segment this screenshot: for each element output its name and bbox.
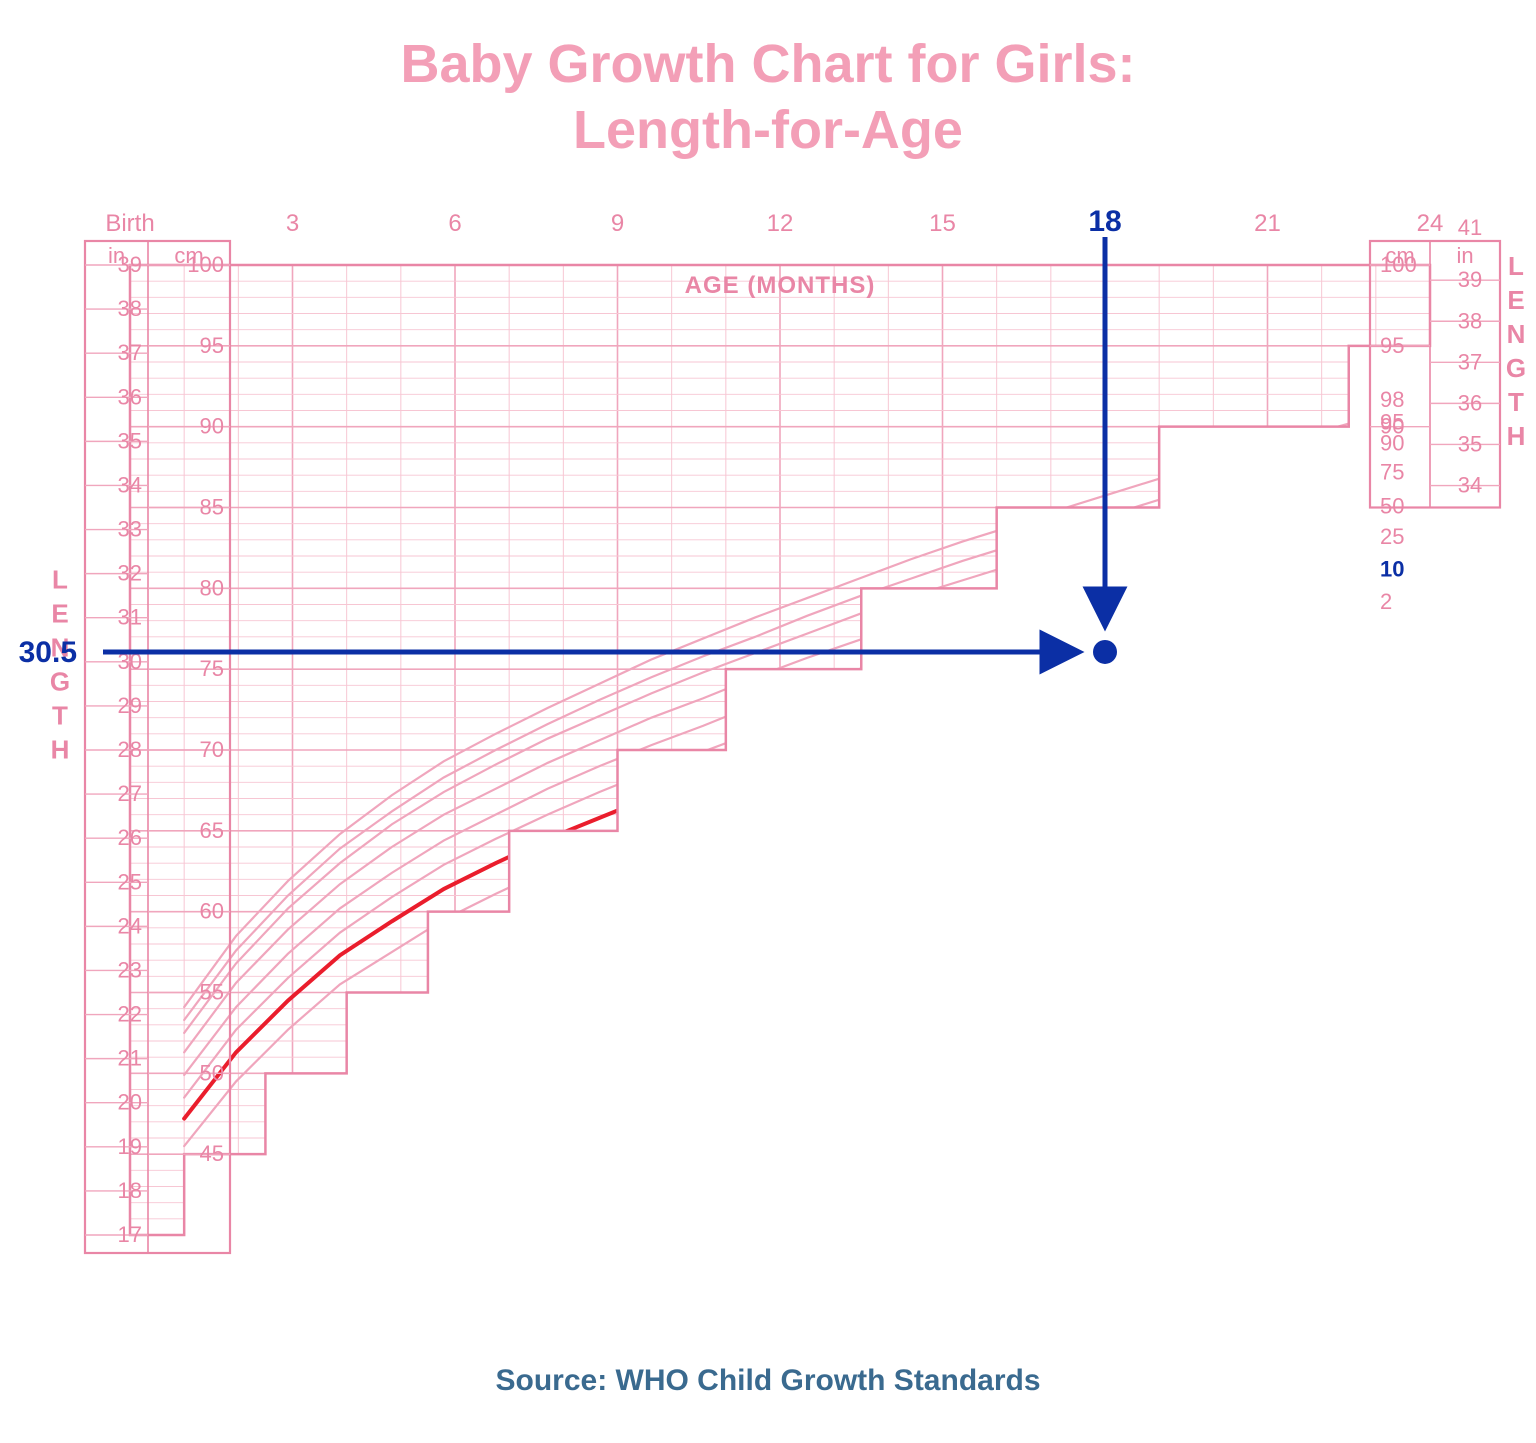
in-tick-left-35: 35 (118, 428, 142, 453)
cm-tick-left-85: 85 (200, 495, 224, 520)
in-tick-left-37: 37 (118, 340, 142, 365)
in-tick-right-41: 41 (1458, 215, 1482, 240)
percentile-90 (184, 444, 1430, 1032)
in-tick-left-32: 32 (118, 561, 142, 586)
in-tick-left-20: 20 (118, 1090, 142, 1115)
cm-tick-left-100: 100 (187, 252, 224, 277)
age-tick-24: 24 (1417, 210, 1444, 237)
cm-tick-left-50: 50 (200, 1060, 224, 1085)
in-tick-left-27: 27 (118, 781, 142, 806)
percentile-label-98: 98 (1380, 387, 1404, 412)
side-label-right-5: H (1507, 421, 1526, 451)
in-tick-left-39: 39 (118, 252, 142, 277)
percentile-50 (184, 508, 1430, 1075)
in-tick-left-28: 28 (118, 737, 142, 762)
percentile-label-2: 2 (1380, 589, 1392, 614)
percentile-label-75: 75 (1380, 460, 1404, 485)
chart-title-line1: Baby Growth Chart for Girls: (400, 34, 1135, 94)
in-tick-left-21: 21 (118, 1046, 142, 1071)
cm-tick-left-95: 95 (200, 333, 224, 358)
in-tick-right-34: 34 (1458, 473, 1482, 498)
side-label-left-5: H (51, 734, 70, 764)
in-tick-left-18: 18 (118, 1178, 142, 1203)
cm-tick-left-55: 55 (200, 980, 224, 1005)
cm-tick-left-45: 45 (200, 1141, 224, 1166)
axis-title-age: AGE (MONTHS) (685, 272, 876, 299)
age-tick-9: 9 (611, 210, 624, 237)
in-tick-right-36: 36 (1458, 390, 1482, 415)
side-label-right-3: G (1506, 353, 1526, 383)
percentile-2 (184, 603, 1430, 1146)
in-tick-right-37: 37 (1458, 349, 1482, 374)
grid (130, 265, 1430, 1235)
age-tick-Birth: Birth (105, 210, 154, 237)
growth-chart-wrap: Baby Growth Chart for Girls:Length-for-A… (0, 0, 1536, 1443)
cm-tick-left-80: 80 (200, 575, 224, 600)
percentile-95 (184, 423, 1430, 1020)
in-tick-left-23: 23 (118, 957, 142, 982)
in-tick-left-26: 26 (118, 825, 142, 850)
in-tick-right-35: 35 (1458, 431, 1482, 456)
growth-chart-svg: Baby Growth Chart for Girls:Length-for-A… (0, 0, 1536, 1443)
side-label-left-1: E (51, 598, 68, 628)
age-tick-15: 15 (929, 210, 956, 237)
age-tick-12: 12 (767, 210, 794, 237)
age-tick-3: 3 (286, 210, 299, 237)
side-label-left-0: L (52, 564, 68, 594)
side-label-left-4: T (52, 700, 68, 730)
cm-tick-right-100: 100 (1380, 252, 1417, 277)
side-label-right-0: L (1508, 251, 1524, 281)
age-tick-6: 6 (448, 210, 461, 237)
percentile-label-25: 25 (1380, 524, 1404, 549)
highlight-length-label: 30.5 (19, 636, 77, 669)
side-label-right-4: T (1508, 387, 1524, 417)
highlight-point (1093, 640, 1117, 664)
cm-tick-left-60: 60 (200, 899, 224, 924)
source-label: Source: WHO Child Growth Standards (495, 1364, 1040, 1397)
percentile-25 (184, 538, 1430, 1097)
in-tick-right-38: 38 (1458, 308, 1482, 333)
in-tick-left-38: 38 (118, 296, 142, 321)
percentile-curves (184, 401, 1430, 1146)
cm-tick-right-95: 95 (1380, 333, 1404, 358)
age-tick-21: 21 (1254, 210, 1281, 237)
in-tick-left-33: 33 (118, 517, 142, 542)
cm-tick-left-90: 90 (200, 414, 224, 439)
chart-title-line2: Length-for-Age (573, 100, 963, 160)
side-label-left-3: G (50, 666, 70, 696)
in-tick-left-17: 17 (118, 1222, 142, 1247)
in-tick-left-34: 34 (118, 472, 142, 497)
percentile-label-10: 10 (1380, 557, 1404, 582)
in-tick-left-31: 31 (118, 605, 142, 630)
in-tick-left-19: 19 (118, 1134, 142, 1159)
in-tick-right-39: 39 (1458, 267, 1482, 292)
in-tick-left-29: 29 (118, 693, 142, 718)
cm-tick-right-90: 90 (1380, 414, 1404, 439)
in-tick-left-36: 36 (118, 384, 142, 409)
cm-tick-left-70: 70 (200, 737, 224, 762)
percentile-label-50: 50 (1380, 494, 1404, 519)
age-tick-18: 18 (1088, 205, 1121, 238)
in-tick-left-25: 25 (118, 869, 142, 894)
cm-tick-left-65: 65 (200, 818, 224, 843)
in-tick-left-24: 24 (118, 913, 142, 938)
cm-tick-left-75: 75 (200, 656, 224, 681)
side-label-right-1: E (1507, 285, 1524, 315)
in-tick-left-22: 22 (118, 1002, 142, 1027)
side-label-right-2: N (1507, 319, 1526, 349)
unit-in-right: in (1456, 243, 1473, 268)
